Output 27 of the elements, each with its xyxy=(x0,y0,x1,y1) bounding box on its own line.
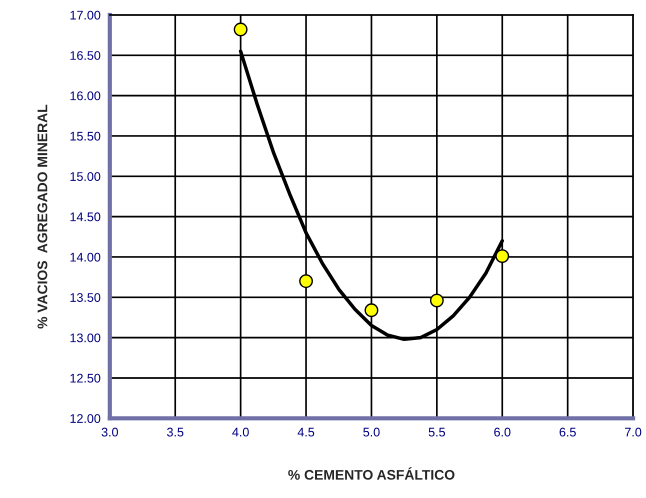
y-tick-label: 15.50 xyxy=(70,132,100,141)
y-tick-label: 17.00 xyxy=(70,10,100,20)
x-tick-label: 5.5 xyxy=(428,428,446,437)
point xyxy=(299,274,313,288)
x-tick-label: 4.5 xyxy=(298,428,314,437)
point xyxy=(234,22,248,36)
y-tick-label: 12.00 xyxy=(70,414,100,423)
point xyxy=(430,294,444,308)
y-axis-title: % VACIOS AGREGADO MINERAL xyxy=(37,104,48,329)
y-tick-label: 13.00 xyxy=(70,333,100,342)
x-tick-label: 6.5 xyxy=(560,428,576,437)
y-tick-label: 15.00 xyxy=(70,172,100,181)
x-tick-label: 5.0 xyxy=(363,428,380,437)
x-tick-label: 3.0 xyxy=(102,428,118,437)
x-tick-label: 3.5 xyxy=(167,428,184,437)
y-tick-label: 16.50 xyxy=(70,51,100,60)
y-tick-label: 14.50 xyxy=(70,212,100,222)
y-tick-label: 14.00 xyxy=(70,252,100,262)
point xyxy=(495,249,510,264)
y-tick-label: 12.50 xyxy=(70,374,100,383)
y-tick-label: 13.50 xyxy=(70,293,100,302)
x-tick-label: 6.0 xyxy=(494,428,510,437)
y-tick-label: 16.00 xyxy=(70,91,100,100)
x-tick-label: 7.0 xyxy=(625,428,642,437)
x-axis-title: % CEMENTO ASFÁLTICO xyxy=(288,467,454,480)
x-tick-label: 4.0 xyxy=(232,428,249,437)
point xyxy=(364,303,378,318)
